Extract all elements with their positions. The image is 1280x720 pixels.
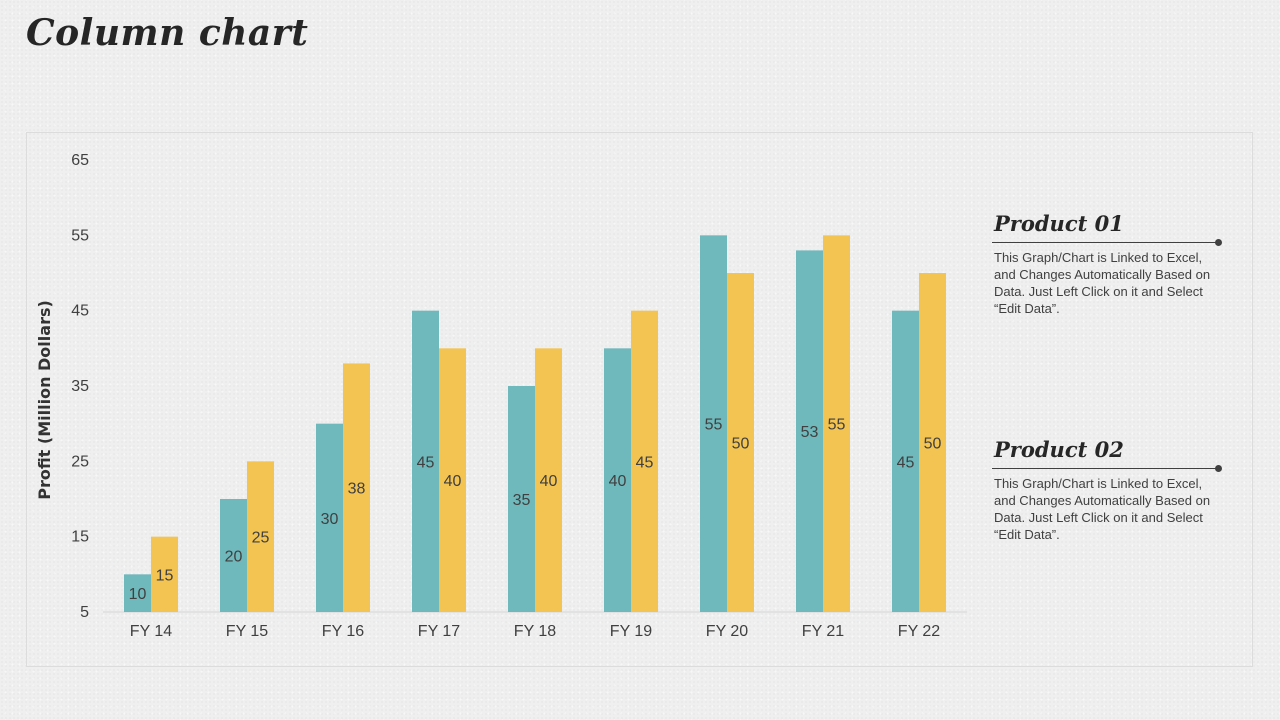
data-label-product-01-fy-16: 30 [321, 511, 339, 528]
data-label-product-01-fy-22: 45 [897, 454, 915, 471]
chart-panel [26, 132, 1253, 667]
legend-product-01-dot [1215, 239, 1222, 246]
data-label-product-02-fy-15: 25 [252, 530, 270, 547]
bar-product-01-fy-18 [508, 386, 535, 612]
data-label-product-01-fy-21: 53 [801, 424, 819, 441]
y-tick-label-5: 5 [80, 604, 89, 621]
data-label-product-01-fy-20: 55 [705, 417, 723, 434]
bar-product-02-fy-15 [247, 461, 274, 612]
data-label-product-02-fy-14: 15 [156, 567, 174, 584]
bar-product-02-fy-21 [823, 235, 850, 613]
bar-product-02-fy-19 [631, 310, 658, 612]
bar-product-01-fy-14 [124, 574, 151, 612]
legend-product-01-description: This Graph/Chart is Linked to Excel, and… [994, 250, 1211, 316]
x-tick-label-fy-19: FY 19 [610, 623, 653, 640]
legend-product-01: Product 01 This Graph/Chart is Linked to… [992, 210, 1222, 317]
legend-product-02: Product 02 This Graph/Chart is Linked to… [992, 436, 1222, 543]
x-tick-label-fy-17: FY 17 [418, 623, 461, 640]
data-label-product-01-fy-17: 45 [417, 454, 435, 471]
legend-product-02-divider [992, 465, 1222, 472]
x-tick-label-fy-14: FY 14 [130, 623, 173, 640]
x-tick-label-fy-21: FY 21 [802, 623, 845, 640]
bar-product-02-fy-18 [535, 348, 562, 612]
x-tick-label-fy-22: FY 22 [898, 623, 941, 640]
data-label-product-02-fy-19: 45 [636, 454, 654, 471]
x-tick-label-fy-15: FY 15 [226, 623, 269, 640]
data-label-product-02-fy-22: 50 [924, 436, 942, 453]
bar-product-02-fy-20 [727, 273, 754, 612]
data-label-product-02-fy-16: 38 [348, 481, 366, 498]
legend-product-02-dot [1215, 465, 1222, 472]
bar-product-01-fy-21 [796, 250, 823, 612]
data-label-product-01-fy-14: 10 [129, 586, 147, 603]
x-tick-label-fy-18: FY 18 [514, 623, 557, 640]
bar-product-02-fy-16 [343, 363, 370, 612]
y-axis-label: Profit (Million Dollars) [35, 300, 54, 500]
x-tick-label-fy-20: FY 20 [706, 623, 749, 640]
data-label-product-01-fy-15: 20 [225, 549, 243, 566]
data-label-product-02-fy-18: 40 [540, 473, 558, 490]
data-label-product-02-fy-17: 40 [444, 473, 462, 490]
legend-product-02-description: This Graph/Chart is Linked to Excel, and… [994, 476, 1211, 542]
y-tick-label-25: 25 [71, 453, 89, 470]
y-tick-label-35: 35 [71, 378, 89, 395]
data-label-product-02-fy-20: 50 [732, 436, 750, 453]
bar-product-01-fy-17 [412, 310, 439, 612]
legend-product-01-divider [992, 239, 1222, 246]
y-tick-label-15: 15 [71, 529, 89, 546]
data-label-product-01-fy-18: 35 [513, 492, 531, 509]
bar-product-02-fy-17 [439, 348, 466, 612]
bar-product-01-fy-22 [892, 310, 919, 612]
bar-product-01-fy-19 [604, 348, 631, 612]
y-tick-label-45: 45 [71, 303, 89, 320]
page-title: Column chart [26, 12, 309, 54]
legend-product-01-name: Product 01 [994, 211, 1124, 236]
bar-product-01-fy-20 [700, 235, 727, 613]
y-tick-label-65: 65 [71, 152, 89, 169]
bar-product-01-fy-15 [220, 499, 247, 612]
x-tick-label-fy-16: FY 16 [322, 623, 365, 640]
bar-product-02-fy-14 [151, 536, 178, 612]
data-label-product-02-fy-21: 55 [828, 417, 846, 434]
bar-product-01-fy-16 [316, 423, 343, 612]
legend-product-02-name: Product 02 [994, 437, 1124, 462]
y-tick-label-55: 55 [71, 227, 89, 244]
bar-product-02-fy-22 [919, 273, 946, 612]
data-label-product-01-fy-19: 40 [609, 473, 627, 490]
